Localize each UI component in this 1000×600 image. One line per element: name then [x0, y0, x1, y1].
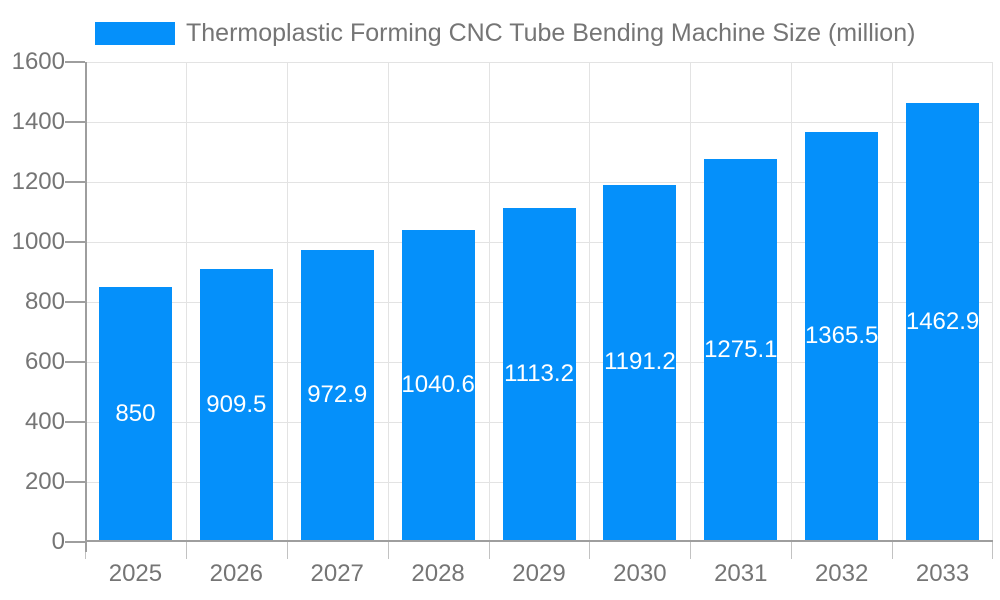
bar: 972.9	[300, 250, 374, 540]
y-tick-label: 0	[51, 528, 65, 555]
bar-value-label: 1365.5	[804, 322, 879, 350]
gridline-vertical	[690, 62, 692, 542]
bar-value-label: 972.9	[307, 381, 368, 409]
chart-title: Thermoplastic Forming CNC Tube Bending M…	[186, 19, 916, 47]
bar: 1191.2	[603, 184, 677, 540]
bar: 1462.9	[906, 103, 979, 540]
x-tick-label: 2033	[915, 560, 970, 587]
y-tick-mark	[65, 481, 85, 483]
bar-value-label: 1191.2	[604, 348, 676, 376]
x-tick-label: 2029	[512, 560, 566, 587]
bar-value-label: 1275.1	[704, 335, 778, 363]
y-tick-label: 200	[24, 468, 65, 495]
x-tick-label: 2031	[714, 560, 768, 587]
y-tick-label: 800	[24, 288, 65, 315]
x-tick-mark	[589, 542, 591, 559]
y-axis-line	[85, 62, 87, 552]
x-tick-label: 2032	[814, 560, 869, 587]
bar: 850	[98, 287, 172, 540]
legend-swatch	[95, 22, 175, 45]
plot-area: 850 909.5 972.9 1040.6 1113.2 1191.2 1275.1 136…	[85, 62, 993, 552]
bar: 1113.2	[502, 208, 576, 540]
y-tick-label: 1000	[11, 228, 65, 255]
bar: 1275.1	[704, 159, 777, 540]
bar-value-label: 909.5	[206, 390, 267, 418]
bar: 1040.6	[401, 229, 475, 540]
bar: 909.5	[199, 269, 273, 540]
gridline-vertical	[791, 62, 793, 542]
gridline-vertical	[185, 62, 187, 542]
gridline-vertical	[488, 62, 490, 542]
x-tick-label: 2025	[108, 560, 163, 587]
y-tick-label: 600	[24, 348, 65, 375]
x-axis-line	[85, 540, 993, 542]
bar-value-label: 1462.9	[905, 307, 980, 335]
bar-value-label: 1113.2	[504, 360, 574, 388]
y-tick-mark	[65, 121, 85, 123]
x-tick-label: 2027	[310, 560, 364, 587]
bar-value-label: 850	[115, 399, 156, 427]
y-tick-mark	[65, 241, 85, 243]
y-tick-label: 1400	[11, 108, 65, 135]
gridline-vertical	[589, 62, 591, 542]
x-tick-mark	[387, 542, 389, 559]
gridline-vertical	[992, 62, 993, 542]
x-tick-mark	[992, 542, 993, 559]
y-tick-mark	[65, 301, 85, 303]
x-tick-mark	[488, 542, 490, 559]
y-tick-mark	[65, 361, 85, 363]
bar-value-label: 1040.6	[401, 370, 475, 398]
gridline-vertical	[892, 62, 894, 542]
y-tick-mark	[65, 541, 85, 543]
x-tick-mark	[185, 542, 187, 559]
x-tick-label: 2026	[209, 560, 263, 587]
bar: 1365.5	[805, 132, 878, 540]
y-tick-mark	[65, 421, 85, 423]
gridline-vertical	[286, 62, 288, 542]
gridline-horizontal	[85, 122, 993, 123]
gridline-vertical	[387, 62, 389, 542]
x-tick-mark	[791, 542, 793, 559]
x-tick-label: 2030	[613, 560, 667, 587]
y-tick-label: 400	[24, 408, 65, 435]
gridline-horizontal	[85, 62, 993, 63]
y-tick-mark	[65, 181, 85, 183]
y-tick-label: 1200	[11, 168, 65, 195]
x-tick-mark	[690, 542, 692, 559]
legend: Thermoplastic Forming CNC Tube Bending M…	[95, 21, 915, 46]
x-tick-label: 2028	[411, 560, 465, 587]
y-tick-label: 1600	[11, 48, 65, 75]
x-tick-mark	[286, 542, 288, 559]
x-tick-mark	[892, 542, 894, 559]
y-tick-mark	[65, 61, 85, 63]
gridline-horizontal	[85, 182, 993, 183]
